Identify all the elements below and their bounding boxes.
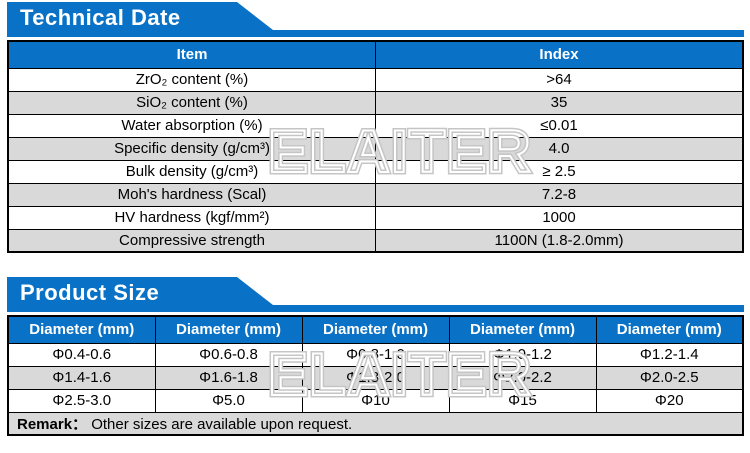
table-row: Compressive strength 1100N (1.8-2.0mm) <box>7 228 744 253</box>
item-cell: Moh's hardness (Scal) <box>7 182 376 207</box>
table-row: SiO₂ content (%) 35 <box>7 90 744 115</box>
size-cell: Φ1.8-2.0 <box>301 365 450 390</box>
table-row: Φ1.4-1.6 Φ1.6-1.8 Φ1.8-2.0 Φ2.0-2.2 Φ2.0… <box>7 365 744 390</box>
item-cell: Specific density (g/cm³) <box>7 136 376 161</box>
index-cell: 35 <box>375 90 744 115</box>
product-size-table: Diameter (mm) Diameter (mm) Diameter (mm… <box>7 315 744 436</box>
table-row: Bulk density (g/cm³) ≥ 2.5 <box>7 159 744 184</box>
table-row: Water absorption (%) ≤0.01 <box>7 113 744 138</box>
technical-date-banner: Technical Date <box>7 2 744 37</box>
size-cell: Φ0.4-0.6 <box>7 342 156 367</box>
product-size-header-row: Diameter (mm) Diameter (mm) Diameter (mm… <box>7 315 744 344</box>
item-cell: Bulk density (g/cm³) <box>7 159 376 184</box>
technical-header-row: Item Index <box>7 40 744 69</box>
column-header-diameter: Diameter (mm) <box>595 315 744 344</box>
index-cell: 7.2-8 <box>375 182 744 207</box>
technical-date-title: Technical Date <box>20 5 181 30</box>
index-cell: 1100N (1.8-2.0mm) <box>375 228 744 253</box>
size-cell: Φ0.6-0.8 <box>154 342 303 367</box>
table-row: HV hardness (kgf/mm²) 1000 <box>7 205 744 230</box>
table-row: Φ2.5-3.0 Φ5.0 Φ10 Φ15 Φ20 <box>7 388 744 413</box>
column-header-diameter: Diameter (mm) <box>448 315 597 344</box>
column-header-diameter: Diameter (mm) <box>7 315 156 344</box>
size-cell: Φ5.0 <box>154 388 303 413</box>
item-cell: HV hardness (kgf/mm²) <box>7 205 376 230</box>
column-header-item: Item <box>7 40 376 69</box>
index-cell: 4.0 <box>375 136 744 161</box>
item-cell: Water absorption (%) <box>7 113 376 138</box>
table-row: ZrO₂ content (%) >64 <box>7 67 744 92</box>
remark-text: Other sizes are available upon request. <box>91 415 353 433</box>
size-cell: Φ15 <box>448 388 597 413</box>
size-cell: Φ20 <box>595 388 744 413</box>
size-cell: Φ2.0-2.2 <box>448 365 597 390</box>
item-cell: SiO₂ content (%) <box>7 90 376 115</box>
size-cell: Φ2.5-3.0 <box>7 388 156 413</box>
size-cell: Φ1.4-1.6 <box>7 365 156 390</box>
remark-label: Remark： <box>17 415 88 433</box>
table-row: Specific density (g/cm³) 4.0 <box>7 136 744 161</box>
table-row: Φ0.4-0.6 Φ0.6-0.8 Φ0.8-1.0 Φ1.0-1.2 Φ1.2… <box>7 342 744 367</box>
product-size-title: Product Size <box>20 280 160 305</box>
column-header-diameter: Diameter (mm) <box>301 315 450 344</box>
size-cell: Φ1.0-1.2 <box>448 342 597 367</box>
technical-data-table: Item Index ZrO₂ content (%) >64 SiO₂ con… <box>7 40 744 253</box>
remark-cell: Remark： Other sizes are available upon r… <box>7 411 744 436</box>
index-cell: >64 <box>375 67 744 92</box>
item-cell: ZrO₂ content (%) <box>7 67 376 92</box>
item-cell: Compressive strength <box>7 228 376 253</box>
index-cell: ≥ 2.5 <box>375 159 744 184</box>
product-size-banner: Product Size <box>7 277 744 312</box>
size-cell: Φ10 <box>301 388 450 413</box>
table-row: Moh's hardness (Scal) 7.2-8 <box>7 182 744 207</box>
size-cell: Φ1.2-1.4 <box>595 342 744 367</box>
size-cell: Φ2.0-2.5 <box>595 365 744 390</box>
size-cell: Φ0.8-1.0 <box>301 342 450 367</box>
column-header-index: Index <box>375 40 744 69</box>
index-cell: ≤0.01 <box>375 113 744 138</box>
size-cell: Φ1.6-1.8 <box>154 365 303 390</box>
index-cell: 1000 <box>375 205 744 230</box>
remark-row: Remark： Other sizes are available upon r… <box>7 411 744 436</box>
column-header-diameter: Diameter (mm) <box>154 315 303 344</box>
